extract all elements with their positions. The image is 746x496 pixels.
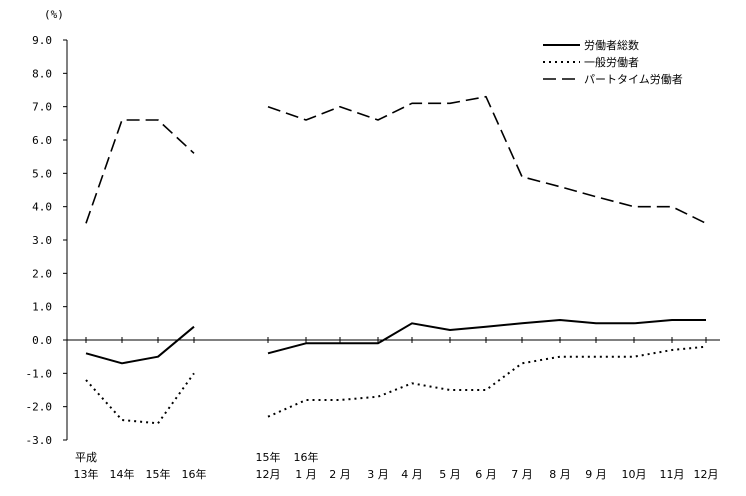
legend-label-1: 労働者総数	[584, 38, 639, 52]
x-tick-label-top: 15年	[256, 450, 281, 464]
x-tick-label: 6 月	[475, 468, 497, 481]
x-tick-label: 5 月	[439, 468, 461, 481]
series-line-1-segment-2	[267, 319, 706, 355]
y-tick-label: 8.0	[32, 67, 52, 80]
series-lines	[85, 95, 707, 425]
x-tick-label: 9 月	[585, 468, 607, 481]
y-tick-label: 1.0	[32, 301, 52, 314]
x-tick-label: 3 月	[367, 468, 389, 481]
x-tick-labels: 平成 13年 14年 15年 16年 15年 12月 16年 1 月 2 月 3 月 4 月 5 月 6 …	[74, 450, 719, 481]
x-tick-label: 1 月	[295, 468, 317, 481]
y-tick-label: 2.0	[32, 267, 52, 280]
x-tick-label: 8 月	[549, 468, 571, 481]
y-axis-unit: (%)	[44, 8, 64, 21]
y-tick-label: 6.0	[32, 134, 52, 147]
series-line-2-segment-1	[85, 372, 195, 425]
x-tick-label: 2 月	[329, 468, 351, 481]
x-tick-label: 4 月	[401, 468, 423, 481]
x-tick-label: 10月	[622, 468, 647, 481]
y-tick-label: -2.0	[26, 401, 53, 414]
y-tick-label: 9.0	[32, 34, 52, 47]
x-tick-label: 7 月	[511, 468, 533, 481]
y-tick-label: 5.0	[32, 167, 52, 180]
y-tick-labels: 9.0 8.0 7.0 6.0 5.0 4.0 3.0 2.0 1.0 0.0 -1.0 -2.0 -3…	[26, 34, 53, 447]
series-line-3-segment-2	[267, 95, 707, 225]
legend-label-3: パートタイム労働者	[584, 72, 683, 86]
x-tick-label: 13年	[74, 467, 99, 481]
series-line-2-segment-2	[267, 345, 707, 418]
y-tick-label: 4.0	[32, 201, 52, 214]
axes	[63, 39, 720, 441]
y-tick-label: -1.0	[26, 367, 53, 380]
y-tick-label: 7.0	[32, 101, 52, 114]
x-tick-label: 12月	[694, 468, 719, 481]
y-tick-label: -3.0	[26, 434, 53, 447]
x-tick-label: 15年	[146, 467, 171, 481]
x-tick-label: 14年	[110, 467, 135, 481]
x-tick-label-top: 平成	[75, 451, 97, 464]
series-line-3-segment-1	[85, 119, 195, 224]
series-line-1-segment-1	[85, 325, 195, 365]
x-tick-label: 12月	[256, 468, 281, 481]
y-tick-label: 3.0	[32, 234, 52, 247]
x-tick-label: 11月	[660, 468, 685, 481]
x-tick-label-top: 16年	[294, 450, 319, 464]
x-tick-label: 16年	[182, 467, 207, 481]
y-tick-label: 0.0	[32, 334, 52, 347]
legend-label-2: 一般労働者	[584, 55, 639, 69]
